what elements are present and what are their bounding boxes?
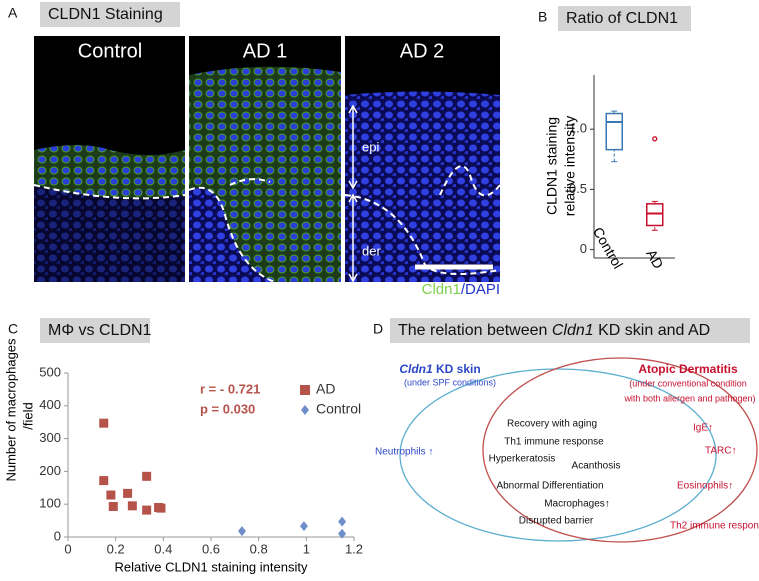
y-axis-label: relative intensity [562, 116, 578, 216]
point [99, 418, 109, 428]
set-item: Eosinophils↑ [677, 481, 733, 492]
set-item: TARC↑ [705, 446, 736, 457]
panel-letter: D [373, 321, 383, 337]
stain-sep: / [461, 281, 466, 298]
y-axis-label: /field [20, 402, 35, 429]
set-item: IgE↑ [693, 423, 713, 434]
panel-title-bg [40, 2, 180, 27]
x-axis-label: Relative CLDN1 staining intensity [115, 559, 308, 574]
box [605, 112, 623, 151]
set-title-part: KD skin [433, 362, 481, 376]
x-tick-label: 0.4 [154, 541, 172, 556]
y-tick-label: 0 [54, 528, 61, 543]
legend-swatch [300, 385, 310, 395]
x-tick-label: 1 [303, 541, 310, 556]
venn-set [399, 368, 717, 542]
point [237, 526, 246, 537]
point [106, 490, 116, 500]
point [127, 501, 137, 511]
panel-title-bg [558, 6, 691, 31]
panel-letter: A [8, 5, 18, 21]
point [338, 528, 347, 539]
set-title: Atopic Dermatitis [638, 362, 738, 376]
point [299, 521, 308, 532]
venn-set [482, 357, 758, 543]
y-tick-label: 1.0 [569, 121, 587, 136]
x-tick-label: 0.6 [202, 541, 220, 556]
set-title: Cldn1 KD skin [399, 362, 480, 376]
y-tick-label: 500 [39, 364, 61, 379]
set-note: (under conventional condition [629, 378, 747, 388]
point [108, 501, 118, 511]
shared-item: Th1 immune response [504, 437, 604, 448]
set-note: with both allergen and pathogen) [623, 393, 755, 403]
annotation: p = 0.030 [200, 401, 255, 416]
legend-swatch [301, 405, 309, 415]
set-note: (under SPF conditions) [404, 377, 496, 387]
panel-title: CLDN1 Staining [48, 6, 163, 23]
y-tick-label: 200 [39, 463, 61, 478]
x-tick-label: 0 [64, 541, 71, 556]
y-tick-label: 0 [580, 241, 587, 256]
shared-item: Disrupted barrier [519, 516, 594, 527]
y-tick-label: 100 [39, 496, 61, 511]
panel-title-bg [40, 318, 150, 343]
set-item: Th2 immune response [670, 521, 759, 532]
shared-item: Abnormal Differentiation [496, 481, 603, 492]
point [156, 503, 166, 513]
title-part: Cldn1 [552, 322, 594, 339]
stain: Cldn1 [422, 281, 461, 298]
point [142, 471, 152, 481]
x-tick-label: 0.2 [107, 541, 125, 556]
point [338, 516, 347, 527]
image-label: Control [78, 40, 142, 62]
point [99, 476, 109, 486]
shared-item: Acanthosis [572, 461, 621, 472]
layer-label: der [362, 243, 381, 258]
legend-label: Control [316, 401, 361, 417]
set-title-part: Cldn1 [399, 362, 433, 376]
annotation: r = - 0.721 [200, 381, 260, 396]
panel-title-bg [390, 318, 750, 343]
panel-title: MΦ vs CLDN1 [48, 322, 152, 339]
legend-label: AD [316, 381, 335, 397]
title-part: KD skin and AD [594, 322, 711, 339]
box [646, 203, 664, 227]
x-tick-label: AD [643, 247, 667, 272]
y-axis-label: CLDN1 staining [544, 117, 560, 215]
point [123, 488, 133, 498]
title-part: The relation between [398, 322, 552, 339]
x-tick-label: 0.8 [250, 541, 268, 556]
layer-label: epi [362, 139, 379, 154]
shared-item: Hyperkeratosis [489, 454, 556, 465]
point [142, 505, 152, 515]
stain-label: Cldn1/DAPI [422, 281, 500, 298]
x-tick-label: 1.2 [345, 541, 363, 556]
y-tick-label: 400 [39, 397, 61, 412]
image-label: AD 1 [243, 40, 287, 62]
shared-item: Macrophages↑ [544, 499, 610, 510]
x-tick-label: Control [590, 224, 626, 271]
stain: DAPI [465, 281, 500, 298]
panel-letter: B [538, 9, 547, 25]
shared-item: Recovery with aging [507, 419, 597, 430]
y-tick-label: 0.5 [569, 181, 587, 196]
y-tick-label: 300 [39, 430, 61, 445]
panel-title: The relation between Cldn1 KD skin and A… [398, 322, 710, 339]
micrograph [33, 36, 501, 283]
set-item: Neutrophils ↑ [375, 447, 433, 458]
panel-title: Ratio of CLDN1 [566, 10, 678, 27]
y-axis-label: Number of macrophages [3, 338, 18, 482]
image-label: AD 2 [400, 40, 444, 62]
panel-letter: C [8, 321, 18, 337]
outlier [652, 136, 658, 142]
